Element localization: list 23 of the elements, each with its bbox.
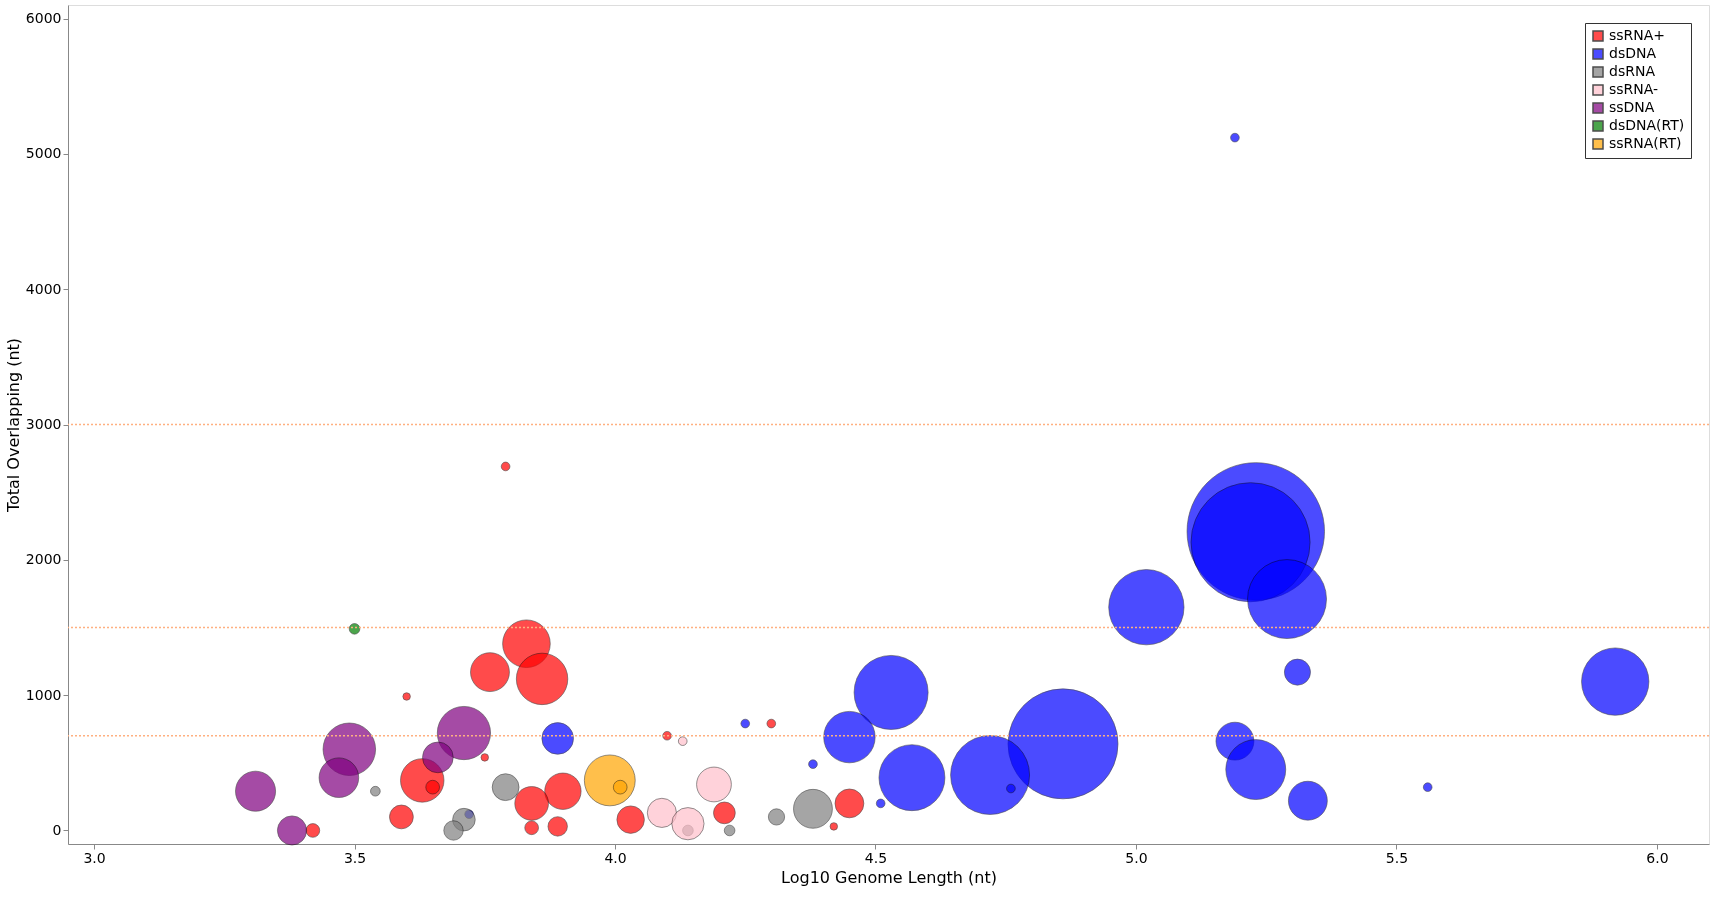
y-tick-label: 0 — [52, 821, 62, 838]
legend-label: ssDNA — [1609, 99, 1655, 115]
x-tick-label: 6.0 — [1646, 849, 1669, 866]
x-axis-title: Log10 Genome Length (nt) — [781, 867, 997, 887]
x-tick-label: 5.5 — [1385, 849, 1409, 866]
x-tick-label: 4.0 — [604, 849, 627, 866]
x-tick-label: 5.0 — [1125, 849, 1148, 866]
y-tick-label: 6000 — [25, 10, 62, 27]
legend-label: ssRNA+ — [1609, 27, 1666, 43]
x-tick-label: 3.5 — [343, 849, 367, 866]
legend-label: dsDNA(RT) — [1609, 117, 1685, 133]
y-tick-label: 1000 — [25, 686, 62, 703]
y-tick-label: 2000 — [25, 551, 62, 568]
legend-label: dsRNA — [1609, 63, 1656, 79]
legend-label: ssRNA(RT) — [1609, 135, 1682, 151]
y-tick-label: 4000 — [25, 280, 62, 297]
legend-label: ssRNA- — [1609, 81, 1659, 97]
x-tick-label: 3.0 — [83, 849, 106, 866]
y-axis-title: Total Overlapping (nt) — [3, 337, 23, 514]
y-tick-label: 5000 — [25, 145, 62, 162]
x-tick-label: 4.5 — [864, 849, 888, 866]
legend-label: dsDNA — [1609, 45, 1657, 61]
y-tick-label: 3000 — [25, 416, 62, 432]
